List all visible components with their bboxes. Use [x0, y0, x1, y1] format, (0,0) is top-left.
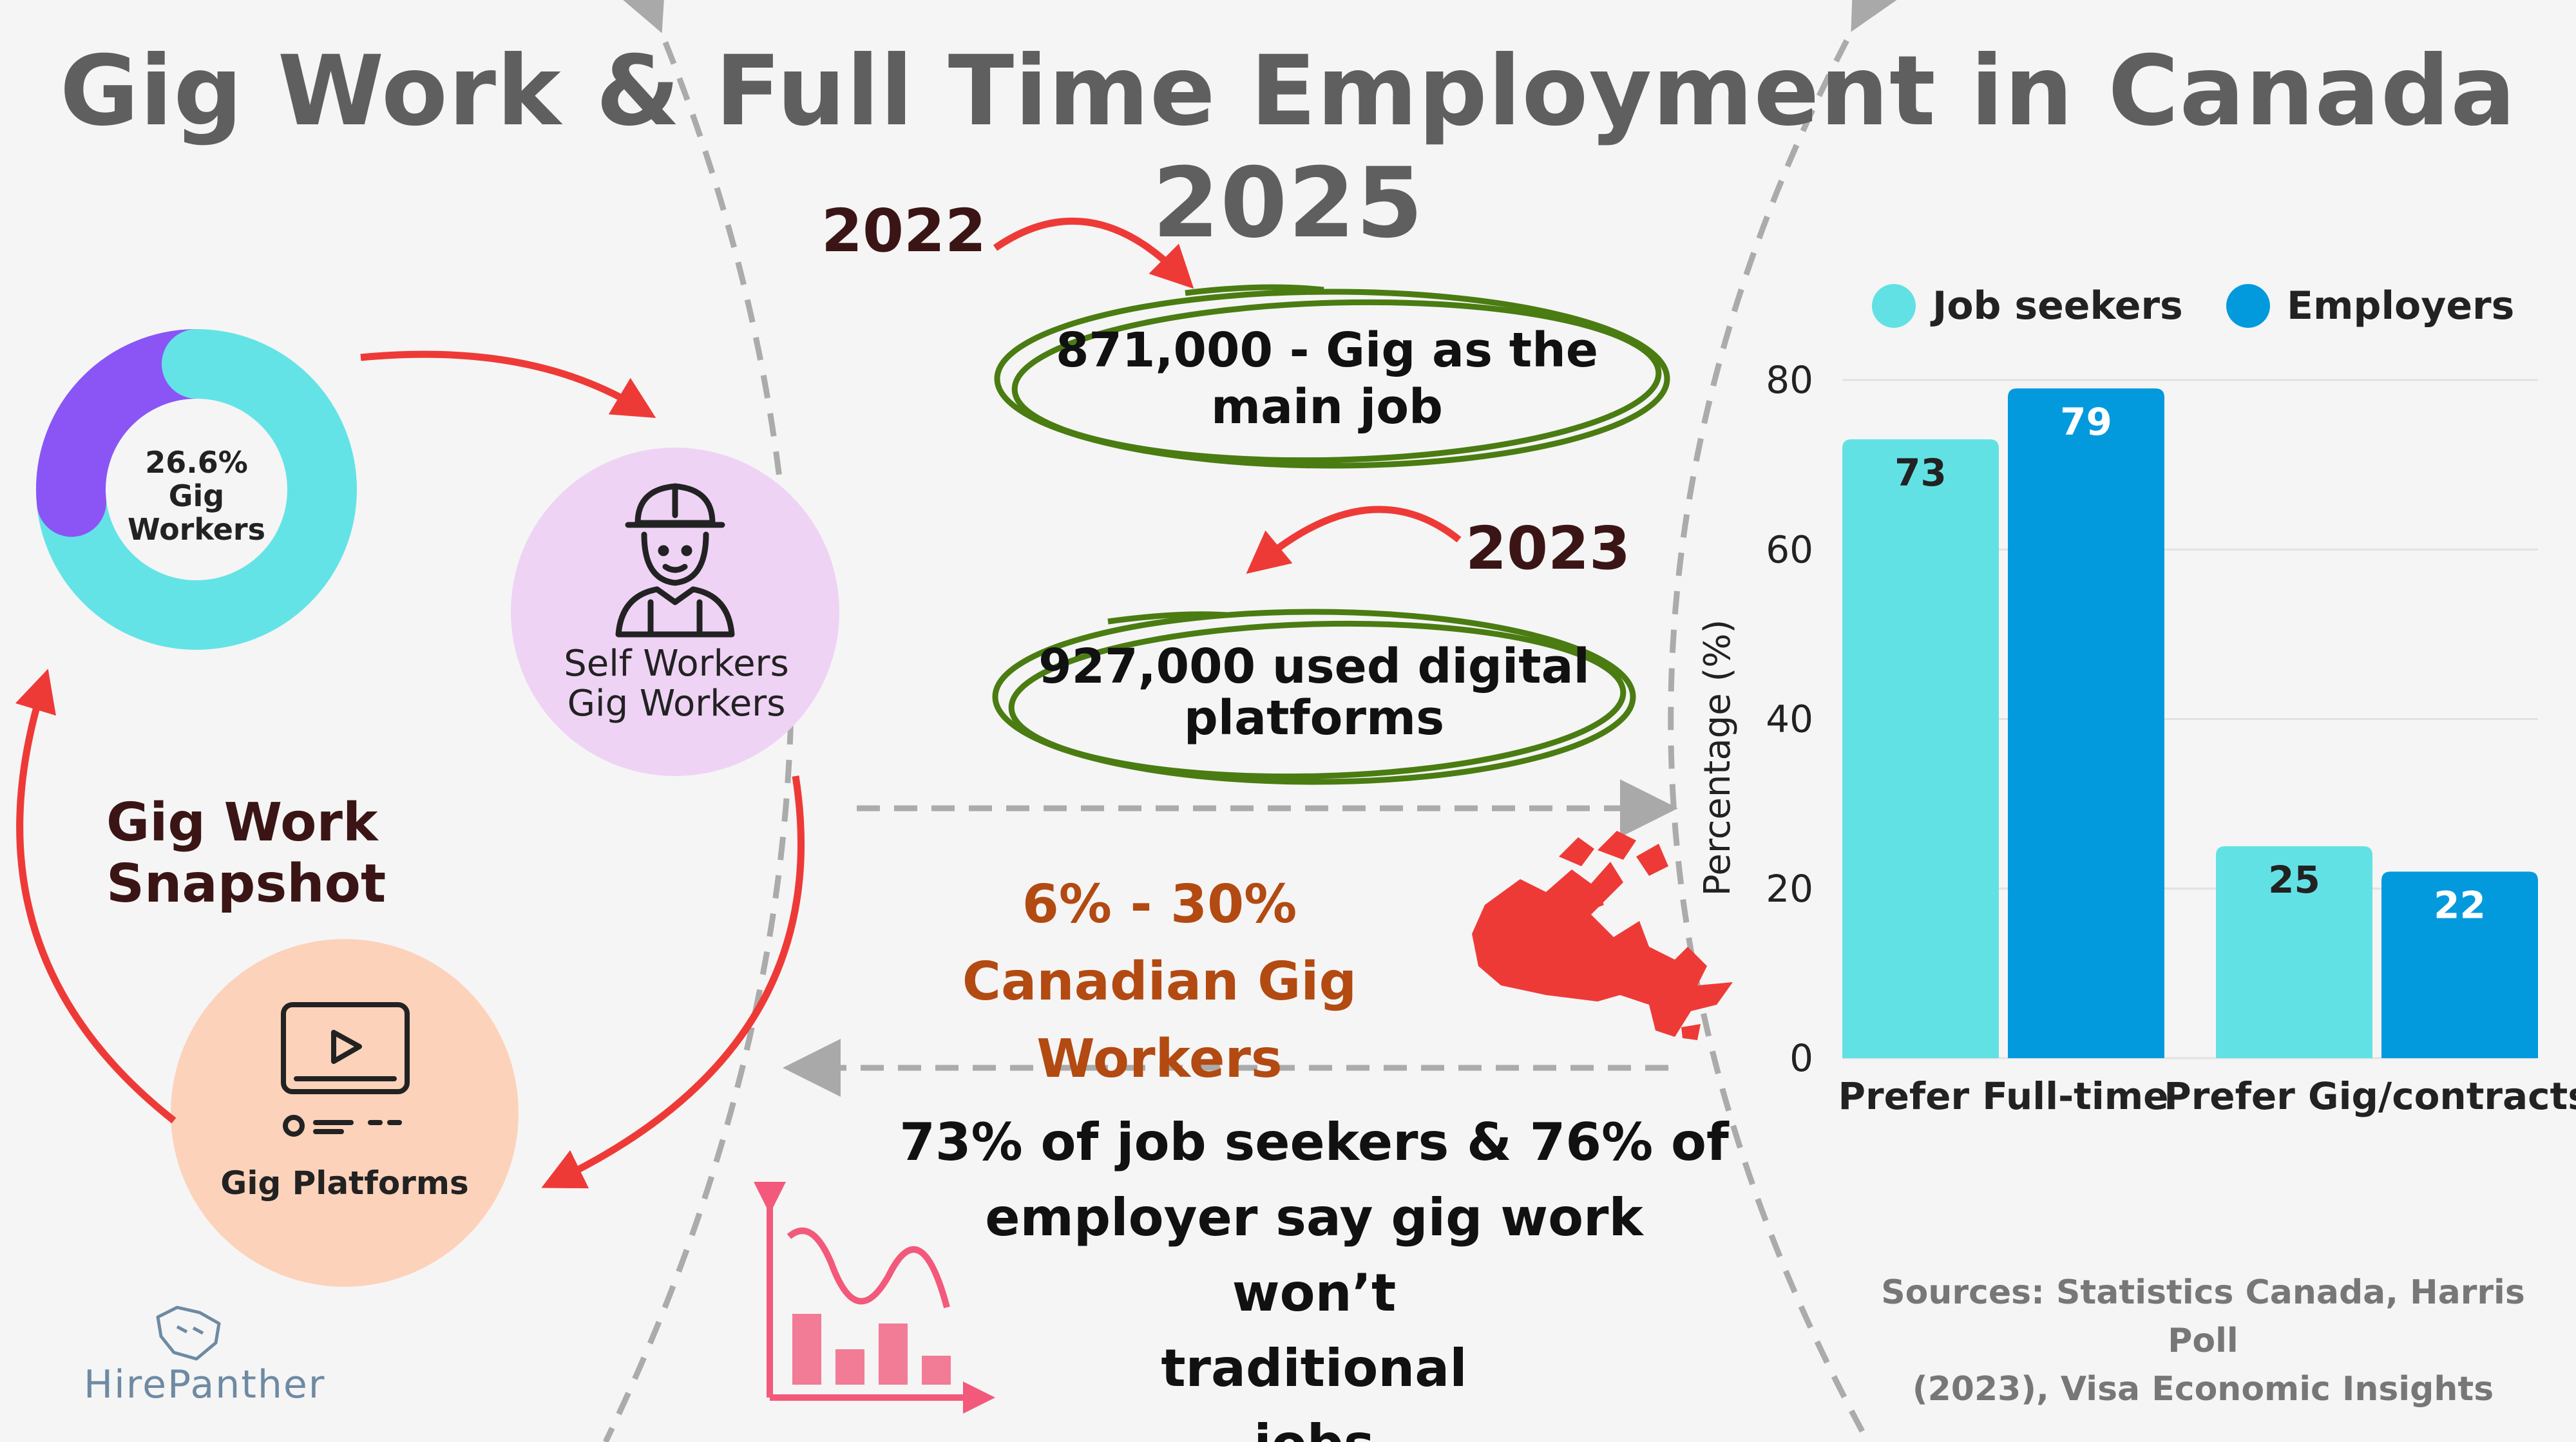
bar-value-label: 22	[2434, 883, 2486, 927]
bar-value-label: 79	[2060, 400, 2112, 444]
gig-platforms-label: Gig Platforms	[220, 1164, 469, 1202]
fact-2022: 871,000 - Gig as the main job	[1018, 322, 1636, 435]
ellipse-2023	[992, 609, 1636, 785]
donut-label: Gig Workers	[127, 479, 265, 547]
ellipse-2022	[994, 284, 1670, 469]
gig-donut	[36, 329, 357, 650]
sources: Sources: Statistics Canada, Harris Poll …	[1862, 1269, 2544, 1414]
cycle-arrow-top	[360, 350, 656, 418]
self-workers-label: Self Workers Gig Workers	[528, 644, 825, 724]
bar	[2381, 871, 2538, 1058]
legend-label: Job seekers	[1930, 283, 2183, 328]
bar-value-label: 25	[2268, 858, 2320, 902]
cycle-arrow-right	[541, 775, 805, 1189]
bar	[1842, 439, 1999, 1058]
y-tick-label: 0	[1789, 1036, 1813, 1080]
sources-line1: Sources: Statistics Canada, Harris Poll	[1881, 1273, 2525, 1360]
fact-2023: 927,000 used digital platforms	[966, 641, 1662, 744]
survey-line3: traditional	[1161, 1338, 1467, 1398]
survey-line1: 73% of job seekers & 76% of	[899, 1112, 1729, 1172]
y-tick-label: 40	[1766, 697, 1813, 741]
donut-percent: 26.6%	[145, 445, 248, 480]
range-value: 6% - 30%	[1022, 874, 1297, 935]
year-2023-arrow	[1246, 506, 1462, 574]
survey-text: 73% of job seekers & 76% of employer say…	[895, 1105, 1733, 1442]
snapshot-heading: Gig Work Snapshot	[106, 792, 386, 915]
canada-map-icon	[1472, 831, 1733, 1040]
y-tick-label: 20	[1766, 867, 1813, 911]
fact-2022-line1: 871,000 - Gig as the	[1055, 323, 1599, 378]
legend-swatch	[1872, 284, 1916, 328]
fact-2023-line1: 927,000 used digital	[1038, 639, 1590, 694]
y-axis-label: Percentage (%)	[1697, 620, 1739, 897]
video-player-icon	[281, 1002, 410, 1137]
legend-label: Employers	[2287, 283, 2514, 328]
gig-platforms-circle	[171, 939, 519, 1287]
panther-logo-icon	[156, 1305, 221, 1361]
donut-center-label: 26.6% Gig Workers	[97, 446, 296, 546]
x-category-label: Prefer Full-time	[1838, 1074, 2168, 1118]
bar-value-label: 73	[1894, 451, 1947, 495]
x-category-label: Prefer Gig/contracts	[2164, 1074, 2576, 1118]
page-title: Gig Work & Full Time Employment in Canad…	[59, 35, 2517, 260]
cycle-arrow-left	[15, 669, 177, 1124]
self-workers-circle	[511, 448, 839, 776]
brand-name: HirePanther	[84, 1362, 326, 1407]
fact-2022-line2: main job	[1210, 379, 1444, 435]
range-block: 6% - 30% Canadian Gig Workers	[837, 866, 1482, 1098]
worker-hardhat-icon	[615, 483, 735, 638]
legend-swatch	[2226, 284, 2270, 328]
sources-line2: (2023), Visa Economic Insights	[1912, 1370, 2494, 1409]
survey-line2: employer say gig work won’t	[985, 1188, 1643, 1323]
y-tick-label: 80	[1766, 358, 1813, 402]
year-2023: 2023	[1465, 514, 1631, 583]
year-2022-arrow	[993, 217, 1194, 289]
bar	[2216, 846, 2372, 1058]
self-workers-line2: Gig Workers	[567, 683, 786, 725]
year-2022: 2022	[821, 196, 987, 265]
bar	[2008, 388, 2164, 1058]
self-workers-line1: Self Workers	[564, 643, 789, 685]
range-label: Canadian Gig Workers	[962, 951, 1357, 1090]
bar-trend-chart-icon	[754, 1182, 995, 1414]
y-tick-label: 60	[1766, 527, 1813, 571]
fact-2023-line2: platforms	[1183, 690, 1445, 746]
right-dashed-arc	[1668, 0, 1905, 1442]
